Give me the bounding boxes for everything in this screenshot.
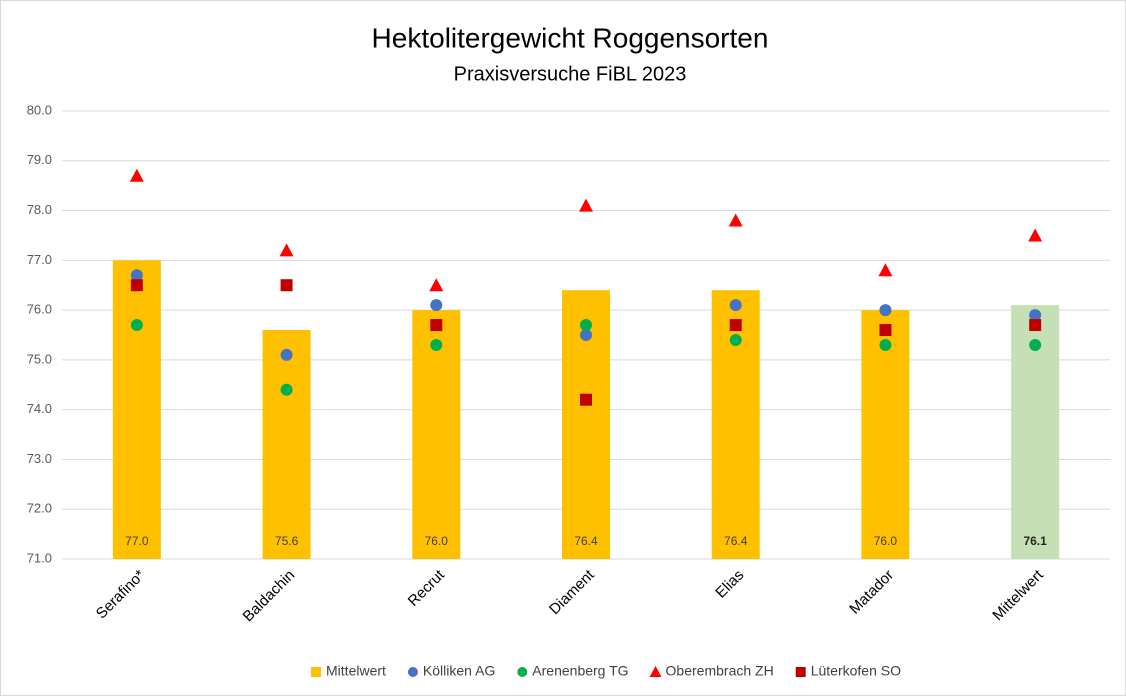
chart-title: Hektolitergewicht Roggensorten [372,22,769,53]
y-tick-label: 71.0 [27,550,52,565]
marker-square [430,319,443,332]
marker-triangle [579,198,593,212]
y-tick-label: 73.0 [27,451,52,466]
marker-triangle [1028,228,1043,242]
marker-circle [280,383,293,396]
y-tick-label: 75.0 [27,351,52,366]
data-label: 76.0 [425,534,449,548]
marker-square [580,393,592,406]
marker-triangle [429,278,444,292]
marker-square [280,279,293,292]
legend-label: Mittelwert [326,663,386,679]
marker-square [130,279,143,292]
legend-symbol [517,667,528,677]
bar [262,330,311,559]
chart-subtitle: Praxisversuche FiBL 2023 [454,63,687,85]
y-tick-label: 79.0 [27,152,52,167]
marker-circle [729,299,742,312]
marker-triangle [279,243,294,257]
legend-symbol [795,667,806,677]
marker-circle [130,319,143,332]
legend-label: Arenenberg TG [532,663,628,679]
marker-circle [580,329,592,341]
marker-triangle [728,213,743,227]
legend-label: Kölliken AG [423,663,495,679]
data-label: 76.1 [1023,534,1047,548]
y-tick-label: 77.0 [27,252,52,267]
marker-square [1029,319,1042,332]
data-label: 76.0 [874,534,898,548]
marker-circle [1029,338,1042,351]
y-tick-label: 78.0 [27,202,52,217]
legend: Mittelwert Kölliken AG Arenenberg TG Oberem… [311,663,901,679]
bar [412,310,461,559]
marker-circle [430,299,443,312]
marker-circle [430,338,443,351]
data-label: 76.4 [724,534,748,548]
marker-triangle [878,263,893,277]
bar [861,310,910,559]
marker-square [729,319,742,332]
legend-symbol [649,666,662,677]
legend-symbol [311,667,322,677]
data-label: 75.6 [275,534,299,548]
marker-triangle [129,168,144,182]
y-tick-label: 72.0 [27,501,52,516]
marker-circle [879,338,892,351]
marker-circle [280,348,293,361]
y-tick-label: 80.0 [27,102,52,117]
marker-circle [1029,309,1042,322]
y-tick-label: 74.0 [27,401,52,416]
marker-circle [729,333,742,346]
y-tick-label: 76.0 [27,302,52,317]
legend-symbol [407,667,418,677]
marker-circle [580,319,592,332]
marker-circle [879,304,892,317]
marker-square [879,324,892,337]
legend-label: Oberembrach ZH [666,663,774,679]
data-label: 76.4 [574,534,598,548]
data-label: 77.0 [125,534,149,548]
marker-circle [130,269,143,282]
legend-label: Lüterkofen SO [811,663,901,679]
bar [112,260,161,559]
